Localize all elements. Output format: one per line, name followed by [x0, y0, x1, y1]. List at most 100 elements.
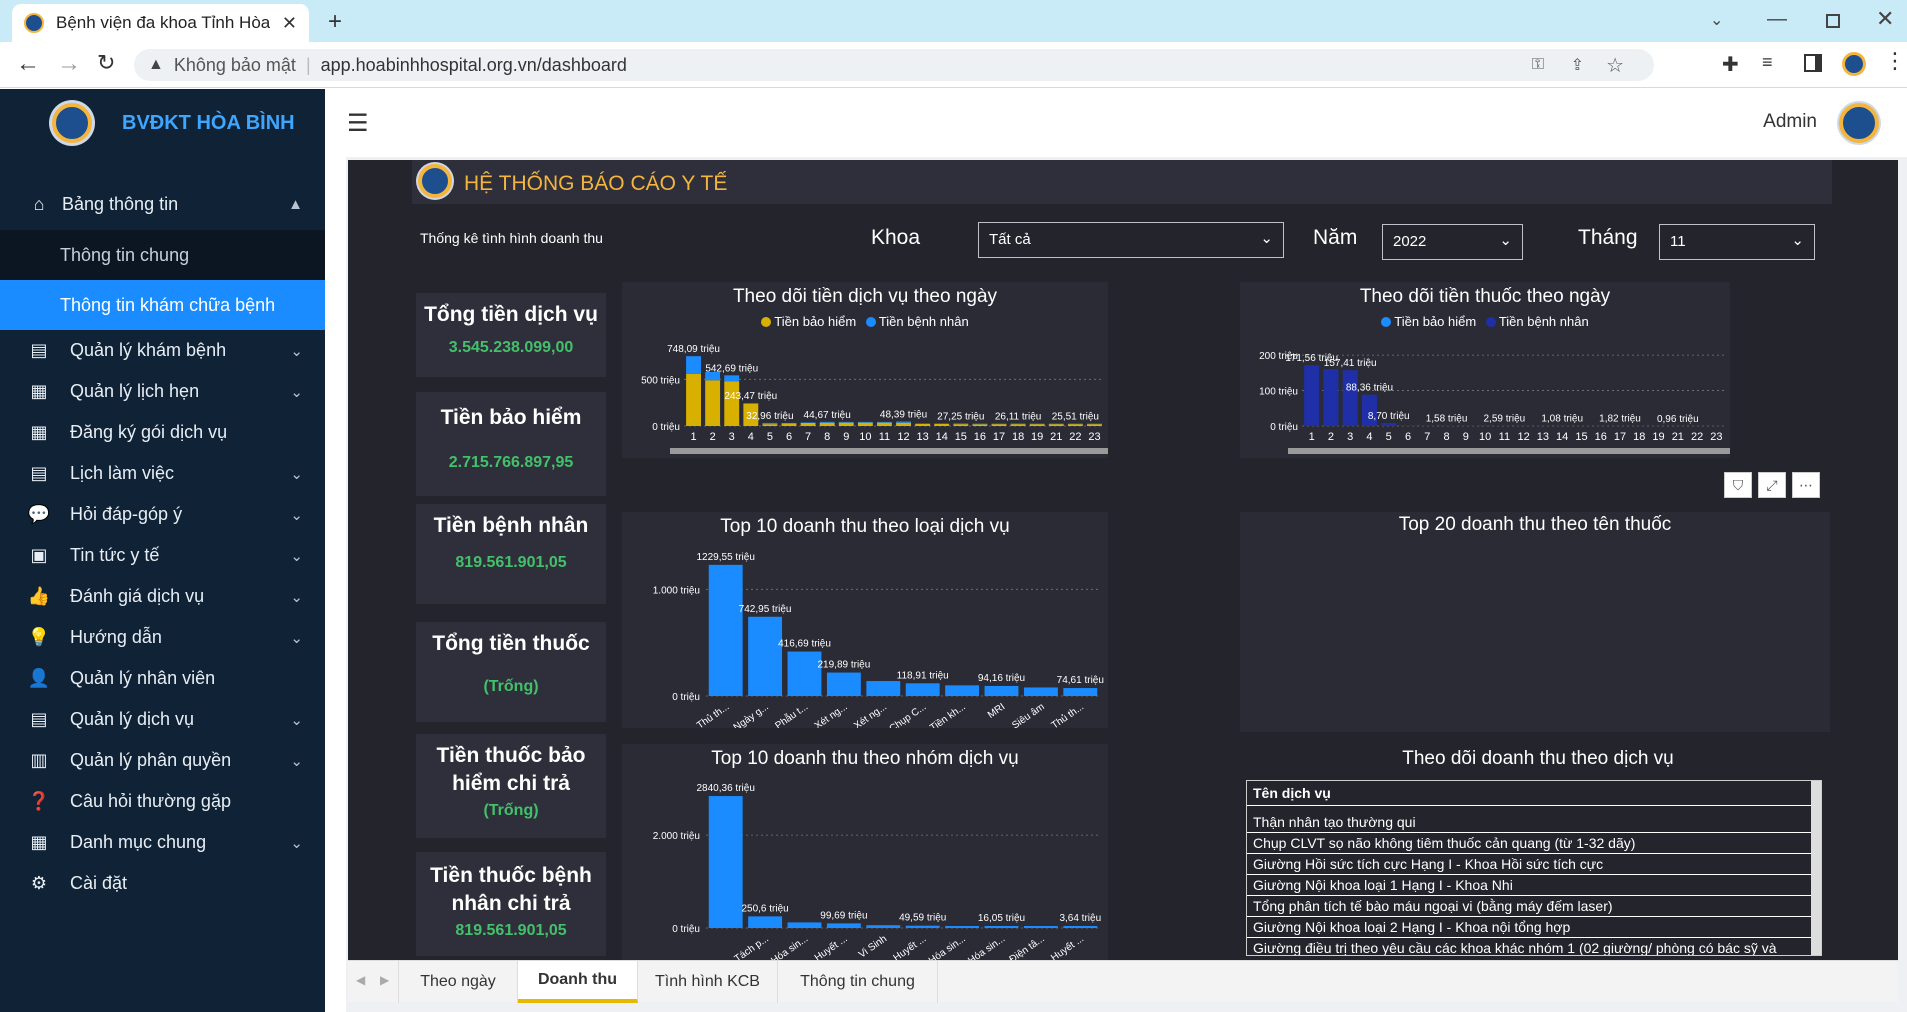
menu-toggle-icon[interactable]: ☰: [347, 110, 369, 137]
chevron-down-icon: ⌄: [290, 629, 303, 647]
data-label: 1,08 triệu: [1541, 413, 1583, 424]
x-tick-label: 21: [1672, 431, 1684, 443]
table-row[interactable]: Tổng phân tích tế bào máu ngoại vi (bằng…: [1247, 895, 1821, 917]
url-bar[interactable]: ▲ Không bảo mật | app.hoabinhhospital.or…: [134, 49, 1654, 81]
table-header: Tên dịch vụ: [1247, 781, 1821, 806]
browser-menu-icon[interactable]: ⋮: [1884, 48, 1906, 73]
sidebar-item[interactable]: ❓ Câu hỏi thường gặp: [0, 781, 325, 822]
data-label: 157,41 triệu: [1324, 358, 1377, 369]
page-tab-revenue[interactable]: Doanh thu: [518, 961, 638, 1003]
sidebar-item-label: Quản lý dịch vụ: [70, 709, 195, 729]
media-icon[interactable]: ≡: [1762, 52, 1773, 72]
x-tick-label: 18: [1012, 431, 1024, 443]
extensions-icon[interactable]: ✚: [1722, 54, 1739, 76]
table-row[interactable]: Thận nhân tạo thường qui: [1247, 812, 1821, 833]
report-subtitle: Thống kê tình hình doanh thu: [420, 230, 603, 246]
service-revenue-table[interactable]: Tên dịch vụ Thận nhân tạo thường qui Chụp…: [1246, 780, 1822, 956]
home-icon: ⌂: [33, 193, 45, 214]
sidebar-item[interactable]: ⚙ Cài đặt: [0, 863, 325, 904]
khoa-dropdown-value: Tất cả: [989, 231, 1031, 248]
x-tick-label: 11: [879, 431, 890, 443]
page-tab-general[interactable]: Thông tin chung: [778, 961, 938, 1003]
sidebar-item[interactable]: ▤ Lịch làm việc ⌄: [0, 453, 325, 494]
prev-page-icon[interactable]: ◀: [356, 973, 366, 987]
top-header: ☰ Admin: [325, 89, 1907, 157]
minimize-icon[interactable]: —: [1767, 8, 1787, 30]
gear-icon: ⚙: [30, 873, 48, 893]
browser-tab[interactable]: Bệnh viện đa khoa Tỉnh Hòa Bình ✕: [12, 4, 309, 42]
sidebar-item[interactable]: 💬 Hỏi đáp-góp ý ⌄: [0, 494, 325, 535]
bar: [826, 672, 861, 696]
restore-icon[interactable]: [1826, 14, 1840, 28]
chart-legend: Tiền bảo hiểm Tiền bệnh nhân: [622, 314, 1108, 329]
legend-label: Tiền bệnh nhân: [878, 314, 969, 329]
table-cell: Giường Hồi sức tích cực Hạng I - Khoa Hồ…: [1247, 853, 1821, 875]
side-panel-icon[interactable]: [1804, 54, 1822, 72]
thumbs-up-icon: 👍: [27, 586, 51, 606]
sidebar-item[interactable]: 💡 Hướng dẫn ⌄: [0, 617, 325, 658]
sidebar-item[interactable]: ▦ Quản lý lịch hẹn ⌄: [0, 371, 325, 412]
bar: [819, 421, 835, 423]
x-tick-label: 5: [1386, 431, 1392, 443]
sidebar-subitem-label: Thông tin khám chữa bệnh: [60, 294, 276, 315]
sidebar-subitem-treatment[interactable]: Thông tin khám chữa bệnh: [0, 280, 325, 330]
chart-title: Theo dõi tiền thuốc theo ngày: [1359, 286, 1611, 307]
sidebar-item[interactable]: ▣ Tin tức y tế ⌄: [0, 535, 325, 576]
kpi-title: Tổng tiền dịch vụ: [424, 303, 598, 326]
bar: [905, 925, 940, 928]
sidebar-item[interactable]: ▤ Quản lý dịch vụ ⌄: [0, 699, 325, 740]
focus-mode-icon[interactable]: ⤢: [1758, 472, 1786, 498]
data-label: 0,96 triệu: [1657, 414, 1699, 425]
user-name[interactable]: Admin: [1763, 111, 1817, 132]
bar: [1010, 423, 1026, 425]
table-row[interactable]: Giường điều trị theo yêu cầu các khoa kh…: [1247, 937, 1821, 955]
profile-avatar-icon[interactable]: [1842, 52, 1866, 76]
sidebar-item[interactable]: ▤ Quản lý khám bệnh ⌄: [0, 330, 325, 371]
nam-dropdown[interactable]: 2022 ⌄: [1382, 224, 1523, 260]
sidebar-item[interactable]: ▦ Danh mục chung ⌄: [0, 822, 325, 863]
security-label: Không bảo mật: [173, 54, 296, 75]
sidebar-item[interactable]: 👍 Đánh giá dịch vụ ⌄: [0, 576, 325, 617]
share-icon[interactable]: ⇪: [1570, 57, 1584, 74]
page-tab-daily[interactable]: Theo ngày: [398, 961, 518, 1003]
chevron-down-icon: ⌄: [290, 834, 303, 852]
sidebar-subitem-general[interactable]: Thông tin chung: [0, 230, 325, 280]
more-options-icon[interactable]: ⋯: [1792, 472, 1820, 498]
bookmark-star-icon[interactable]: ☆: [1606, 54, 1624, 77]
nam-label: Năm: [1313, 226, 1358, 249]
calendar-plus-icon: ▦: [30, 381, 48, 401]
y-tick-label: 2.000 triệu: [653, 831, 700, 842]
x-tick-label: 3: [1347, 431, 1353, 443]
next-page-icon[interactable]: ▶: [380, 973, 390, 987]
y-tick-label: 100 triệu: [1259, 387, 1298, 398]
table-row[interactable]: Giường Hồi sức tích cực Hạng I - Khoa Hồ…: [1247, 853, 1821, 875]
user-avatar[interactable]: [1839, 103, 1879, 143]
table-row[interactable]: Chụp CLVT sọ não không tiêm thuốc cản qu…: [1247, 832, 1821, 854]
thang-dropdown[interactable]: 11 ⌄: [1659, 224, 1815, 260]
data-label: 2840,36 triệu: [697, 783, 755, 794]
kpi-card: Tiền bệnh nhân 819.561.901,05: [416, 504, 606, 604]
khoa-dropdown[interactable]: Tất cả ⌄: [978, 222, 1284, 258]
tab-search-chevron-icon[interactable]: ⌄: [1710, 12, 1724, 29]
key-icon[interactable]: ⚿: [1531, 56, 1544, 73]
filter-icon[interactable]: ⛉: [1724, 472, 1752, 498]
bar: [1554, 425, 1570, 426]
sidebar-section-dashboard[interactable]: ⌂ Bảng thông tin ▲: [0, 179, 325, 229]
table-scrollbar[interactable]: [1811, 781, 1821, 955]
table-row[interactable]: Giường Nội khoa loại 2 Hạng I - Khoa nội…: [1247, 916, 1821, 938]
sidebar-item[interactable]: ▥ Quản lý phân quyền ⌄: [0, 740, 325, 781]
bar: [1304, 365, 1320, 426]
reload-icon[interactable]: ↻: [97, 50, 116, 75]
close-tab-icon[interactable]: ✕: [281, 12, 297, 33]
sidebar-item[interactable]: ▦ Đăng ký gói dịch vụ: [0, 412, 325, 453]
data-label: 742,95 triệu: [739, 604, 792, 615]
close-window-icon[interactable]: ✕: [1876, 6, 1895, 31]
forward-icon[interactable]: →: [57, 50, 81, 77]
sidebar-item[interactable]: 👤 Quản lý nhân viên: [0, 658, 325, 699]
table-row[interactable]: Giường Nội khoa loại 1 Hạng I - Khoa Nhi: [1247, 874, 1821, 896]
chart-title: Top 20 doanh thu theo tên thuốc: [1398, 514, 1672, 535]
back-icon[interactable]: ←: [16, 50, 40, 77]
new-tab-icon[interactable]: +: [328, 8, 343, 35]
page-tab-kcb[interactable]: Tình hình KCB: [638, 961, 778, 1003]
brand[interactable]: BVĐKT HÒA BÌNH: [52, 103, 295, 143]
